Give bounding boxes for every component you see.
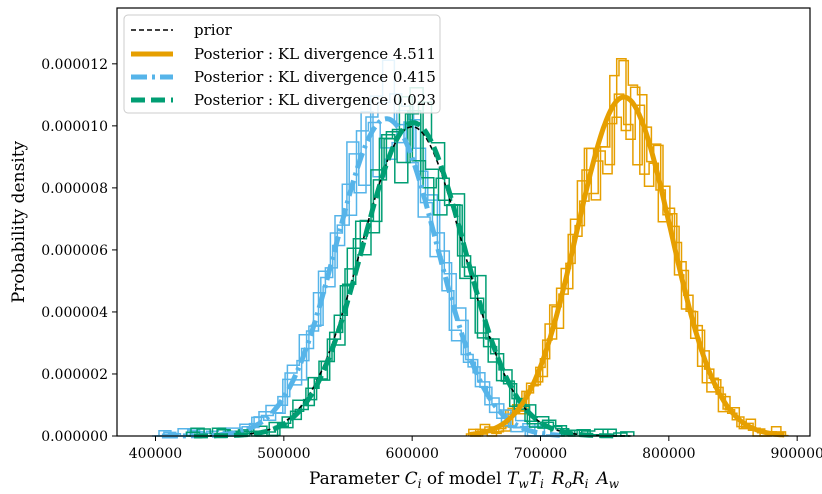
plot-area [152,58,789,439]
x-axis-label-term-1: T [529,469,542,489]
density-curve-posterior-kl-divergence-0-023 [193,120,619,439]
x-axis-label-symbol: C [405,469,418,489]
x-tick-label-4: 800000 [642,446,695,462]
legend-label-posterior-0415: Posterior : KL divergence 0.415 [194,68,436,86]
histogram-posterior-kl-divergence-4-511-2 [471,59,787,437]
y-tick-label-2: 0.000004 [41,305,108,321]
x-axis-label-term-4-sub: w [609,477,620,491]
x-axis-label-term-2-sub: o [565,477,572,491]
x-axis-label-term-4: A [594,469,608,489]
x-axis: 400000 500000 600000 700000 800000 900000 [129,436,822,462]
legend-box [123,14,441,114]
density-curve-posterior-kl-divergence-4-511 [468,94,786,438]
y-tick-label-4: 0.000008 [41,181,108,197]
x-axis-label-term-0: T [507,469,520,489]
histogram-posterior-kl-divergence-4-511-1 [468,58,784,437]
x-axis-label-term-3-sub: i [585,477,589,491]
x-tick-label-0: 400000 [129,446,182,462]
x-axis-label-symbol-sub: i [418,477,422,491]
axes-frame [116,7,811,437]
x-axis-label-middle: of model [421,469,506,489]
x-tick-label-2: 600000 [385,446,438,462]
y-axis-label: Probability density [9,140,29,303]
x-tick-label-3: 700000 [514,446,567,462]
x-tick-label-1: 500000 [257,446,310,462]
legend: prior Posterior : KL divergence 4.511 Po… [123,14,441,114]
y-tick-label-5: 0.000010 [41,119,108,135]
x-axis-label-term-2: R [551,469,565,489]
y-axis: 0.000000 0.000002 0.000004 0.000006 0.000008… [41,57,117,445]
y-tick-label-6: 0.000012 [41,57,108,73]
y-tick-label-0: 0.000000 [41,429,108,445]
x-tick-label-5: 900000 [770,446,822,462]
legend-label-posterior-4511: Posterior : KL divergence 4.511 [194,45,436,63]
x-axis-label: Parameter Ci of model TwTi RoRi Aw [309,469,620,491]
y-tick-label-3: 0.000006 [41,243,108,259]
legend-label-posterior-0023: Posterior : KL divergence 0.023 [194,91,436,109]
histogram-posterior-kl-divergence-0-023-2 [188,87,632,437]
x-axis-label-prefix: Parameter [309,469,405,489]
x-axis-label-term-3: R [571,469,585,489]
x-axis-label-term-1-sub: i [540,477,544,491]
y-tick-label-1: 0.000002 [41,367,108,383]
legend-label-prior: prior [194,21,233,39]
histogram-layer [152,58,789,437]
histogram-posterior-kl-divergence-0-023-1 [185,110,630,437]
density-curve-layer [161,94,786,439]
density-curve-posterior-kl-divergence-0-415 [161,116,561,439]
x-axis-label-term-0-sub: w [518,477,529,491]
